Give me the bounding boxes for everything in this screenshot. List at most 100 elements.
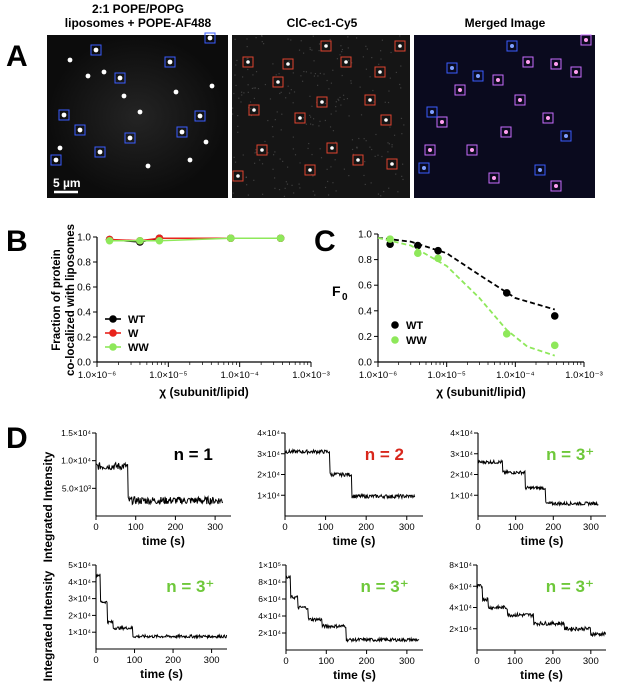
y-tick-label: 6×10⁴ <box>258 594 281 604</box>
chart-d2: 1×10⁴ 2×10⁴ 3×10⁴ 4×10⁴ 0 100 200 300 time (s) n … <box>257 428 423 548</box>
noise-pixel <box>280 91 282 93</box>
noise-pixel <box>312 175 314 177</box>
noise-pixel <box>401 133 403 135</box>
noise-pixel <box>269 98 272 100</box>
y-tick-label: 3×10⁴ <box>257 449 280 459</box>
step-count-annotation: n = 3⁺ <box>546 445 594 464</box>
noise-pixel <box>308 142 310 145</box>
noise-pixel <box>237 131 239 133</box>
noise-pixel <box>247 57 249 59</box>
protein-spot <box>260 148 264 152</box>
noise-pixel <box>261 41 263 43</box>
noise-pixel <box>391 144 393 146</box>
noise-pixel <box>324 102 327 105</box>
noise-pixel <box>387 142 389 144</box>
protein-spot <box>252 108 256 112</box>
y-tick-label: 4×10⁴ <box>450 428 473 438</box>
x-tick-label: 300 <box>207 522 223 533</box>
noise-pixel <box>246 58 248 60</box>
noise-pixel <box>335 110 337 112</box>
noise-pixel <box>332 130 335 132</box>
x-axis-label: time (s) <box>333 534 376 548</box>
noise-pixel <box>292 136 294 138</box>
noise-pixel <box>310 116 312 118</box>
liposome-spot <box>67 57 73 63</box>
noise-pixel <box>278 188 281 191</box>
noise-pixel <box>247 194 249 196</box>
noise-pixel <box>341 51 343 53</box>
intensity-trace <box>95 461 223 506</box>
data-point <box>136 236 144 245</box>
noise-pixel <box>359 86 361 88</box>
noise-pixel <box>253 97 256 100</box>
noise-pixel <box>318 49 320 52</box>
chart-d4: 1×10⁴ 2×10⁴ 3×10⁴ 4×10⁴ 5×10⁴ 0 100 200 300 time … <box>68 560 228 681</box>
noise-pixel <box>383 190 385 193</box>
noise-pixel <box>279 92 281 95</box>
noise-pixel <box>237 125 239 127</box>
merged-box <box>570 66 582 78</box>
panel-letter-a: A <box>6 40 28 73</box>
noise-pixel <box>319 72 321 75</box>
liposome-spot <box>117 75 123 81</box>
scale-bar-label: 5 µm <box>53 176 81 190</box>
noise-pixel <box>399 35 401 37</box>
noise-pixel <box>293 192 295 194</box>
merged-spot <box>450 66 454 70</box>
y-tick-label: 1×10⁴ <box>68 627 91 637</box>
noise-pixel <box>282 160 284 162</box>
noise-pixel <box>399 83 401 86</box>
liposome-spot <box>121 93 127 99</box>
noise-pixel <box>240 101 242 103</box>
noise-pixel <box>371 57 373 59</box>
noise-pixel <box>309 47 311 49</box>
data-point <box>155 236 164 245</box>
noise-pixel <box>402 163 404 165</box>
noise-pixel <box>272 63 274 65</box>
noise-pixel <box>299 162 301 164</box>
noise-pixel <box>340 45 342 47</box>
noise-pixel <box>242 154 244 156</box>
noise-pixel <box>339 96 341 99</box>
noise-pixel <box>381 155 383 158</box>
noise-pixel <box>320 157 323 159</box>
noise-pixel <box>274 119 276 121</box>
intensity-trace <box>284 448 416 501</box>
x-axis-label: time (s) <box>520 668 563 682</box>
x-tick-label: 1.0×10⁻⁶ <box>78 370 116 381</box>
merged-box <box>492 74 504 86</box>
y-tick-label: 8×10⁴ <box>258 577 281 587</box>
merged-spot <box>554 62 558 66</box>
noise-pixel <box>328 88 330 90</box>
noise-pixel <box>323 73 325 75</box>
noise-pixel <box>365 45 367 47</box>
liposome-box <box>176 126 188 138</box>
liposome-box <box>50 154 62 166</box>
noise-pixel <box>251 87 254 90</box>
x-tick-label: 100 <box>318 522 334 533</box>
noise-pixel <box>274 187 276 189</box>
noise-pixel <box>245 176 247 179</box>
intensity-trace <box>285 574 420 643</box>
legend-label: WW <box>128 342 149 354</box>
noise-pixel <box>249 101 252 103</box>
x-tick-label: 300 <box>399 656 415 667</box>
noise-pixel <box>384 101 386 103</box>
title-liposomes-line1: 2:1 POPE/POPG <box>92 2 184 16</box>
legend-marker <box>391 336 399 344</box>
noise-pixel <box>351 62 353 64</box>
noise-pixel <box>316 84 319 86</box>
x-tick-label: 200 <box>545 522 561 533</box>
noise-pixel <box>365 140 367 142</box>
data-point <box>434 254 442 263</box>
noise-pixel <box>238 97 240 99</box>
merged-spot <box>554 184 558 188</box>
x-tick-label: 0 <box>283 656 288 667</box>
merged-spot <box>458 88 462 92</box>
noise-pixel <box>374 155 376 157</box>
x-tick-label: 1.0×10⁻³ <box>292 370 330 381</box>
x-axis-label: time (s) <box>140 667 183 681</box>
merged-box <box>500 126 512 138</box>
liposome-spot <box>173 89 179 95</box>
noise-pixel <box>351 139 354 141</box>
